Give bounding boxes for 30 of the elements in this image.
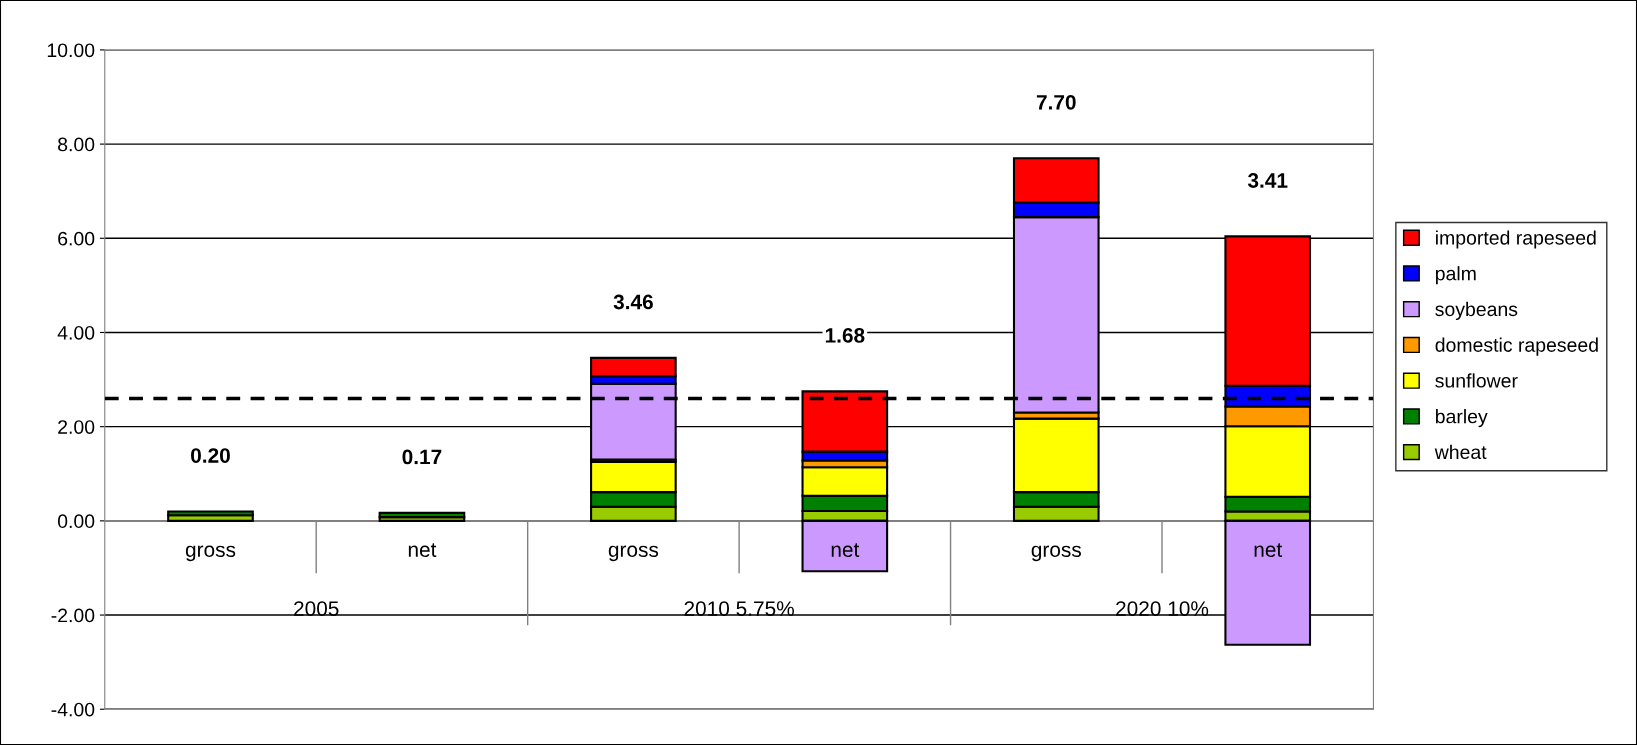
y-tick-label: 4.00 [57,325,95,340]
y-tick-label: 6.00 [58,231,95,246]
x-tick-label: gross [608,545,659,562]
legend-label: imported rapeseed [1436,230,1596,249]
x-tick-label: net [408,543,437,558]
legend-label: sunflower [1435,373,1518,388]
y-tick-label: 0.00 [57,514,95,529]
total-label: 7.70 [1036,94,1076,110]
legend-label: barley [1436,409,1488,428]
y-tick-label: -4.00 [51,702,95,717]
y-tick-label: 8.00 [58,137,95,152]
x-tick-label: net [831,543,860,558]
y-tick-label: 2.00 [58,420,95,434]
total-label: 0.20 [191,448,230,463]
legend-label: palm [1436,266,1476,285]
total-label: 0.17 [402,449,442,465]
legend-label: domestic rapeseed [1435,337,1598,356]
annotation: 2005 [294,601,339,616]
y-tick-label: 10.00 [47,43,95,58]
x-tick-label: gross [185,545,236,562]
total-label: 3.41 [1247,173,1288,188]
legend-label: wheat [1434,444,1487,460]
x-tick-label: net [1254,543,1283,558]
y-tick-label: -2.00 [51,608,95,623]
x-tick-label: gross [1031,545,1081,562]
legend-label: soybeans [1435,301,1518,320]
annotation: 2010 5.75% [684,601,794,616]
total-label: 1.68 [825,328,865,343]
total-label: 3.46 [613,294,653,310]
annotation: 2020 10% [1116,601,1209,616]
